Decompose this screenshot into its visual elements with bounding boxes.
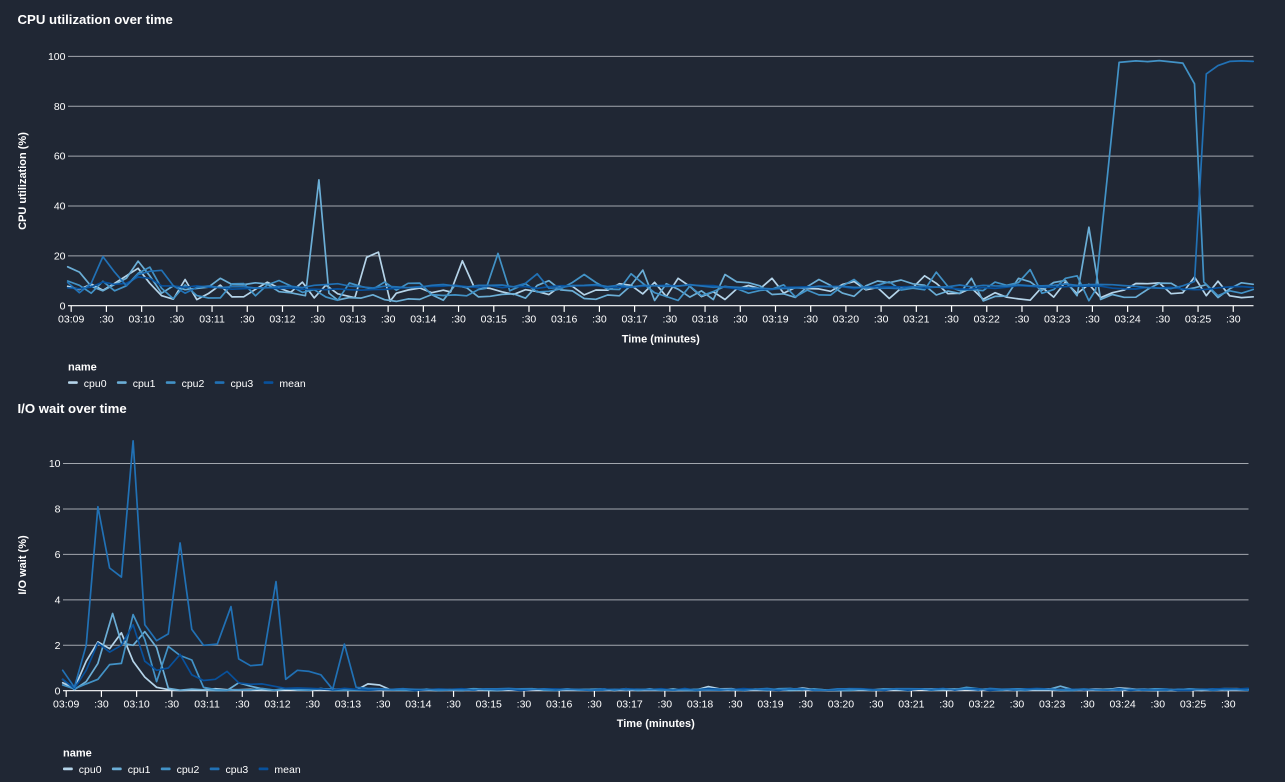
svg-text:03:09: 03:09 [53,698,79,710]
svg-text:03:24: 03:24 [1114,314,1140,326]
svg-text:03:19: 03:19 [757,698,783,710]
svg-text:03:13: 03:13 [335,698,361,710]
svg-text::30: :30 [451,314,466,326]
svg-text::30: :30 [165,698,180,710]
svg-text:8: 8 [55,504,61,516]
svg-text::30: :30 [381,314,396,326]
svg-text::30: :30 [798,698,813,710]
svg-text:name: name [68,361,97,373]
svg-text:4: 4 [55,594,61,606]
svg-text::30: :30 [663,314,678,326]
svg-text::30: :30 [240,314,255,326]
svg-text::30: :30 [99,314,114,326]
svg-text:100: 100 [48,51,66,63]
svg-text::30: :30 [869,698,884,710]
svg-text:03:23: 03:23 [1044,314,1070,326]
svg-text:cpu2: cpu2 [182,378,205,390]
svg-text:03:13: 03:13 [340,314,366,326]
svg-text::30: :30 [1080,698,1095,710]
svg-text:Time (minutes): Time (minutes) [622,334,700,346]
svg-text:60: 60 [54,151,66,163]
svg-text::30: :30 [310,314,325,326]
svg-text:03:15: 03:15 [481,314,507,326]
svg-text::30: :30 [592,314,607,326]
svg-text:I/O wait (%): I/O wait (%) [17,535,29,595]
svg-text:03:11: 03:11 [194,698,220,710]
svg-text:cpu0: cpu0 [84,378,107,390]
svg-text:Time (minutes): Time (minutes) [617,718,695,730]
svg-text:cpu3: cpu3 [226,764,249,776]
svg-text:03:12: 03:12 [264,698,290,710]
svg-text:0: 0 [60,300,66,312]
svg-text:20: 20 [54,250,66,262]
svg-text:03:14: 03:14 [405,698,431,710]
svg-text::30: :30 [803,314,818,326]
svg-text::30: :30 [658,698,673,710]
svg-text::30: :30 [1226,314,1241,326]
svg-text::30: :30 [1085,314,1100,326]
svg-text:03:19: 03:19 [762,314,788,326]
svg-text:03:18: 03:18 [687,698,713,710]
svg-text::30: :30 [1221,698,1236,710]
svg-text:03:10: 03:10 [123,698,149,710]
svg-text::30: :30 [874,314,889,326]
svg-text:cpu2: cpu2 [177,764,200,776]
svg-text:03:17: 03:17 [621,314,647,326]
svg-text::30: :30 [235,698,250,710]
svg-text::30: :30 [728,698,743,710]
svg-text::30: :30 [376,698,391,710]
svg-text:mean: mean [279,378,305,390]
svg-text:40: 40 [54,201,66,213]
svg-text:03:22: 03:22 [969,698,995,710]
svg-text:03:21: 03:21 [903,314,929,326]
svg-text::30: :30 [1010,698,1025,710]
svg-text::30: :30 [170,314,185,326]
svg-text:10: 10 [49,458,61,470]
svg-text::30: :30 [733,314,748,326]
svg-text:0: 0 [55,685,61,697]
svg-text::30: :30 [94,698,109,710]
svg-text:03:16: 03:16 [551,314,577,326]
svg-text:03:25: 03:25 [1185,314,1211,326]
svg-text:mean: mean [274,764,300,776]
svg-text:03:20: 03:20 [833,314,859,326]
svg-text:03:22: 03:22 [974,314,1000,326]
svg-text::30: :30 [1151,698,1166,710]
svg-text::30: :30 [587,698,602,710]
svg-text::30: :30 [446,698,461,710]
svg-text:03:09: 03:09 [58,314,84,326]
svg-text:cpu3: cpu3 [231,378,254,390]
svg-text:I/O wait over time: I/O wait over time [18,401,127,416]
svg-text::30: :30 [944,314,959,326]
svg-text::30: :30 [1015,314,1030,326]
svg-text:03:20: 03:20 [828,698,854,710]
svg-text:03:24: 03:24 [1109,698,1135,710]
svg-text::30: :30 [1156,314,1171,326]
svg-text:03:10: 03:10 [128,314,154,326]
svg-text:CPU utilization over time: CPU utilization over time [18,12,173,27]
svg-text::30: :30 [939,698,954,710]
svg-text::30: :30 [517,698,532,710]
svg-text:cpu1: cpu1 [133,378,156,390]
svg-text:03:12: 03:12 [269,314,295,326]
svg-text:cpu1: cpu1 [128,764,151,776]
svg-text:03:18: 03:18 [692,314,718,326]
svg-text:80: 80 [54,101,66,113]
svg-text:03:17: 03:17 [616,698,642,710]
svg-text:CPU utilization (%): CPU utilization (%) [17,132,29,230]
svg-text:03:14: 03:14 [410,314,436,326]
svg-text:03:25: 03:25 [1180,698,1206,710]
svg-text:03:15: 03:15 [476,698,502,710]
svg-text::30: :30 [305,698,320,710]
svg-text:2: 2 [55,640,61,652]
svg-text:03:23: 03:23 [1039,698,1065,710]
svg-text:cpu0: cpu0 [79,764,102,776]
svg-text:03:16: 03:16 [546,698,572,710]
svg-text:03:11: 03:11 [199,314,225,326]
svg-text:6: 6 [55,549,61,561]
svg-text:03:21: 03:21 [898,698,924,710]
svg-text:name: name [63,748,92,760]
svg-text::30: :30 [522,314,537,326]
